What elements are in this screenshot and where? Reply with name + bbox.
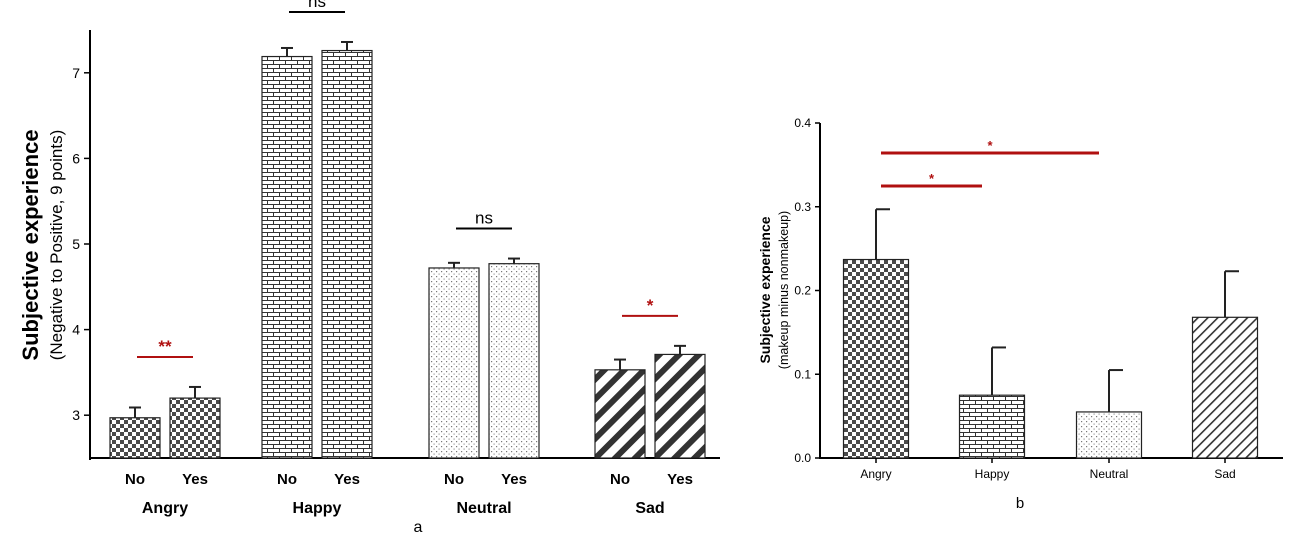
panel-a-group-label: Angry [142,500,188,517]
panel-a-condition-label: No [444,471,464,488]
panel-a: Subjective experience (Negative to Posit… [18,0,720,534]
panel-b: Subjective experience (makeup minus nonm… [757,116,1283,512]
panel-a-bar [261,55,313,459]
panel-a-condition-label: Yes [182,471,208,488]
panel-a-group-label: Happy [293,500,342,517]
panel-a-condition-label: No [125,471,145,488]
panel-a-sig-label: ** [158,337,172,356]
panel-a-label: a [414,519,423,534]
panel-b-xtick-label: Happy [975,467,1010,481]
panel-b-bar [1191,316,1259,459]
panel-a-bar [654,353,706,459]
panel-a-condition-label: Yes [501,471,527,488]
panel-a-condition-label: No [277,471,297,488]
panel-a-bar [594,369,646,459]
panel-a-ytick-label: 3 [72,407,80,423]
panel-a-condition-label: Yes [334,471,360,488]
panel-b-ytick-label: 0.2 [794,284,811,298]
panel-a-sig-label: ns [475,209,493,228]
panel-b-ylabel: Subjective experience [757,216,773,363]
panel-a-ytick-label: 7 [72,65,80,81]
panel-b-xtick-label: Angry [860,467,891,481]
panel-b-bar [958,394,1026,459]
panel-b-label: b [1016,495,1024,512]
panel-b-ytick-label: 0.1 [794,367,811,381]
panel-a-ylabel: Subjective experience [18,129,43,360]
panel-b-ytick-label: 0.3 [794,200,811,214]
panel-a-ytick-label: 5 [72,236,80,252]
panel-a-bar [428,267,480,459]
panel-a-bar [109,417,161,459]
panel-b-sig-label: * [929,171,935,186]
panel-a-bar [321,49,373,459]
panel-a-plot: 3 4 5 6 7 No Yes Angry ** No Yes Happy ns No Yes Neutra… [72,0,720,517]
panel-a-group-label: Sad [635,500,664,517]
panel-b-sig-label: * [987,138,993,153]
panel-b-ytick-label: 0.0 [794,451,811,465]
panel-a-condition-label: Yes [667,471,693,488]
panel-a-bar [488,263,540,459]
panel-b-xtick-label: Neutral [1090,467,1129,481]
panel-a-group-label: Neutral [456,500,511,517]
panel-b-plot: 0.0 0.1 0.2 0.3 0.4 Angry Happy Neutral Sad * * [794,116,1283,481]
panel-a-bar [169,397,221,459]
panel-b-ylabel-sub: (makeup minus nonmakeup) [777,211,791,369]
panel-a-ytick-label: 4 [72,322,80,338]
panel-b-ytick-label: 0.4 [794,116,811,130]
panel-b-bar [842,258,910,459]
panel-a-condition-label: No [610,471,630,488]
panel-a-ytick-label: 6 [72,150,80,166]
panel-b-xtick-label: Sad [1214,467,1235,481]
panel-b-bar [1075,411,1143,459]
panel-a-ylabel-sub: (Negative to Positive, 9 points) [47,130,66,361]
panel-a-sig-label: ns [308,0,326,11]
panel-a-sig-label: * [647,296,654,315]
